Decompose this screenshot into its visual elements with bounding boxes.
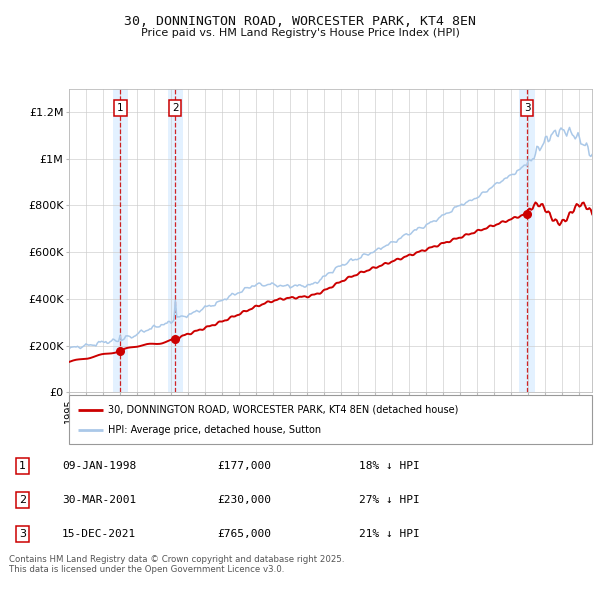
Text: Contains HM Land Registry data © Crown copyright and database right 2025.
This d: Contains HM Land Registry data © Crown c… xyxy=(9,555,344,574)
Bar xyxy=(113,88,128,392)
Text: 15-DEC-2021: 15-DEC-2021 xyxy=(62,529,136,539)
Bar xyxy=(167,88,183,392)
Text: 1: 1 xyxy=(19,461,26,471)
Text: 30, DONNINGTON ROAD, WORCESTER PARK, KT4 8EN (detached house): 30, DONNINGTON ROAD, WORCESTER PARK, KT4… xyxy=(108,405,458,415)
Text: 09-JAN-1998: 09-JAN-1998 xyxy=(62,461,136,471)
Text: 21% ↓ HPI: 21% ↓ HPI xyxy=(359,529,419,539)
Text: 2: 2 xyxy=(19,495,26,505)
Text: 3: 3 xyxy=(524,103,530,113)
Text: HPI: Average price, detached house, Sutton: HPI: Average price, detached house, Sutt… xyxy=(108,425,322,435)
Text: 30-MAR-2001: 30-MAR-2001 xyxy=(62,495,136,505)
Text: 1: 1 xyxy=(117,103,124,113)
Text: 18% ↓ HPI: 18% ↓ HPI xyxy=(359,461,419,471)
Text: 2: 2 xyxy=(172,103,178,113)
Text: £177,000: £177,000 xyxy=(218,461,272,471)
Bar xyxy=(520,88,535,392)
Text: 3: 3 xyxy=(19,529,26,539)
Text: Price paid vs. HM Land Registry's House Price Index (HPI): Price paid vs. HM Land Registry's House … xyxy=(140,28,460,38)
Text: 30, DONNINGTON ROAD, WORCESTER PARK, KT4 8EN: 30, DONNINGTON ROAD, WORCESTER PARK, KT4… xyxy=(124,15,476,28)
Text: 27% ↓ HPI: 27% ↓ HPI xyxy=(359,495,419,505)
Text: £765,000: £765,000 xyxy=(218,529,272,539)
Text: £230,000: £230,000 xyxy=(218,495,272,505)
